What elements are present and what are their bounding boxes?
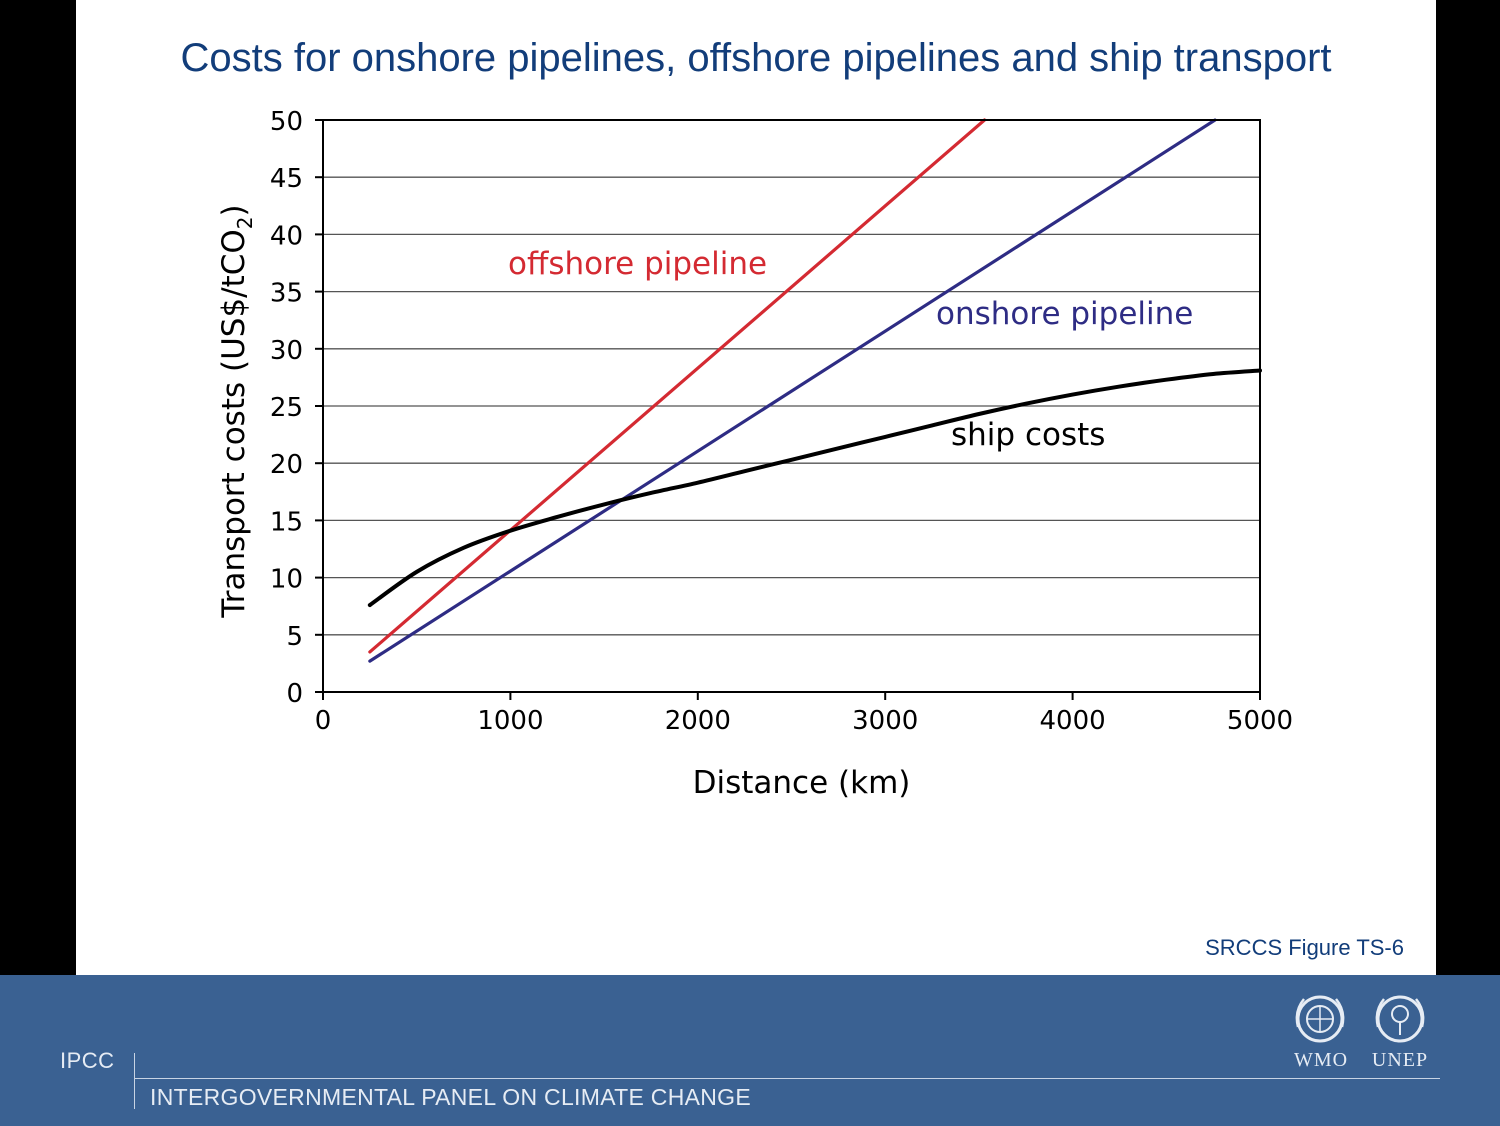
series-label-onshore-pipeline: onshore pipeline [936,296,1193,332]
y-axis-label-main: Transport costs (US$/tCO [216,229,252,618]
x-ticks: 0 1000 2000 3000 4000 5000 [315,692,1293,736]
series-label-ship-costs: ship costs [951,417,1105,453]
y-tick-label: 25 [270,393,303,423]
y-tick-label: 10 [270,565,303,595]
y-ticks: 0 5 10 15 20 25 30 35 40 45 50 [270,107,323,709]
figure-reference: SRCCS Figure TS-6 [1205,935,1404,960]
x-tick-label: 2000 [665,706,731,736]
plot-frame [322,119,1261,693]
y-tick-label: 40 [270,221,303,251]
y-tick-label: 30 [270,336,303,366]
y-tick-label: 20 [270,450,303,480]
wmo-label: WMO [1293,1049,1349,1071]
series-line-onshore-pipeline [368,118,1217,663]
y-axis-label-end: ) [216,204,252,216]
footer-ipcc-abbrev: IPCC [60,1048,115,1073]
x-tick-label: 5000 [1227,706,1293,736]
series-lines [367,118,1262,663]
y-tick-label: 0 [286,679,303,709]
x-tick-label: 0 [315,706,332,736]
series-label-offshore-pipeline: offshore pipeline [508,246,767,282]
series-line-ship-costs [367,368,1262,608]
x-axis-label: Distance (km) [693,765,911,801]
series-line-offshore-pipeline [368,118,987,654]
unep-label: UNEP [1371,1049,1429,1071]
wmo-emblem-icon [1295,995,1345,1043]
y-tick-label: 5 [286,622,303,652]
footer: IPCC INTERGOVERNMENTAL PANEL ON CLIMATE … [0,975,1500,1126]
y-tick-label: 45 [270,164,303,194]
x-tick-label: 1000 [477,706,543,736]
footer-organization-name: INTERGOVERNMENTAL PANEL ON CLIMATE CHANG… [150,1084,752,1110]
x-tick-label: 4000 [1040,706,1106,736]
transport-cost-chart: 0 5 10 15 20 25 30 35 40 45 50 0 1000 2000 3000 4000 50… [216,107,1293,801]
y-axis-label-sub: 2 [233,216,257,229]
series-labels: offshore pipeline onshore pipeline ship co… [508,246,1193,453]
grid-lines [323,176,1260,636]
x-tick-label: 3000 [852,706,918,736]
y-tick-label: 15 [270,507,303,537]
y-tick-label: 50 [270,107,303,137]
y-axis-label: Transport costs (US$/tCO2) [216,204,257,618]
y-tick-label: 35 [270,279,303,309]
footer-divider-horizontal [134,1078,1440,1079]
slide-title: Costs for onshore pipelines, offshore pi… [180,36,1332,80]
unep-emblem-icon [1375,995,1425,1043]
footer-divider-vertical [134,1053,135,1109]
slide: Costs for onshore pipelines, offshore pi… [76,0,1436,975]
